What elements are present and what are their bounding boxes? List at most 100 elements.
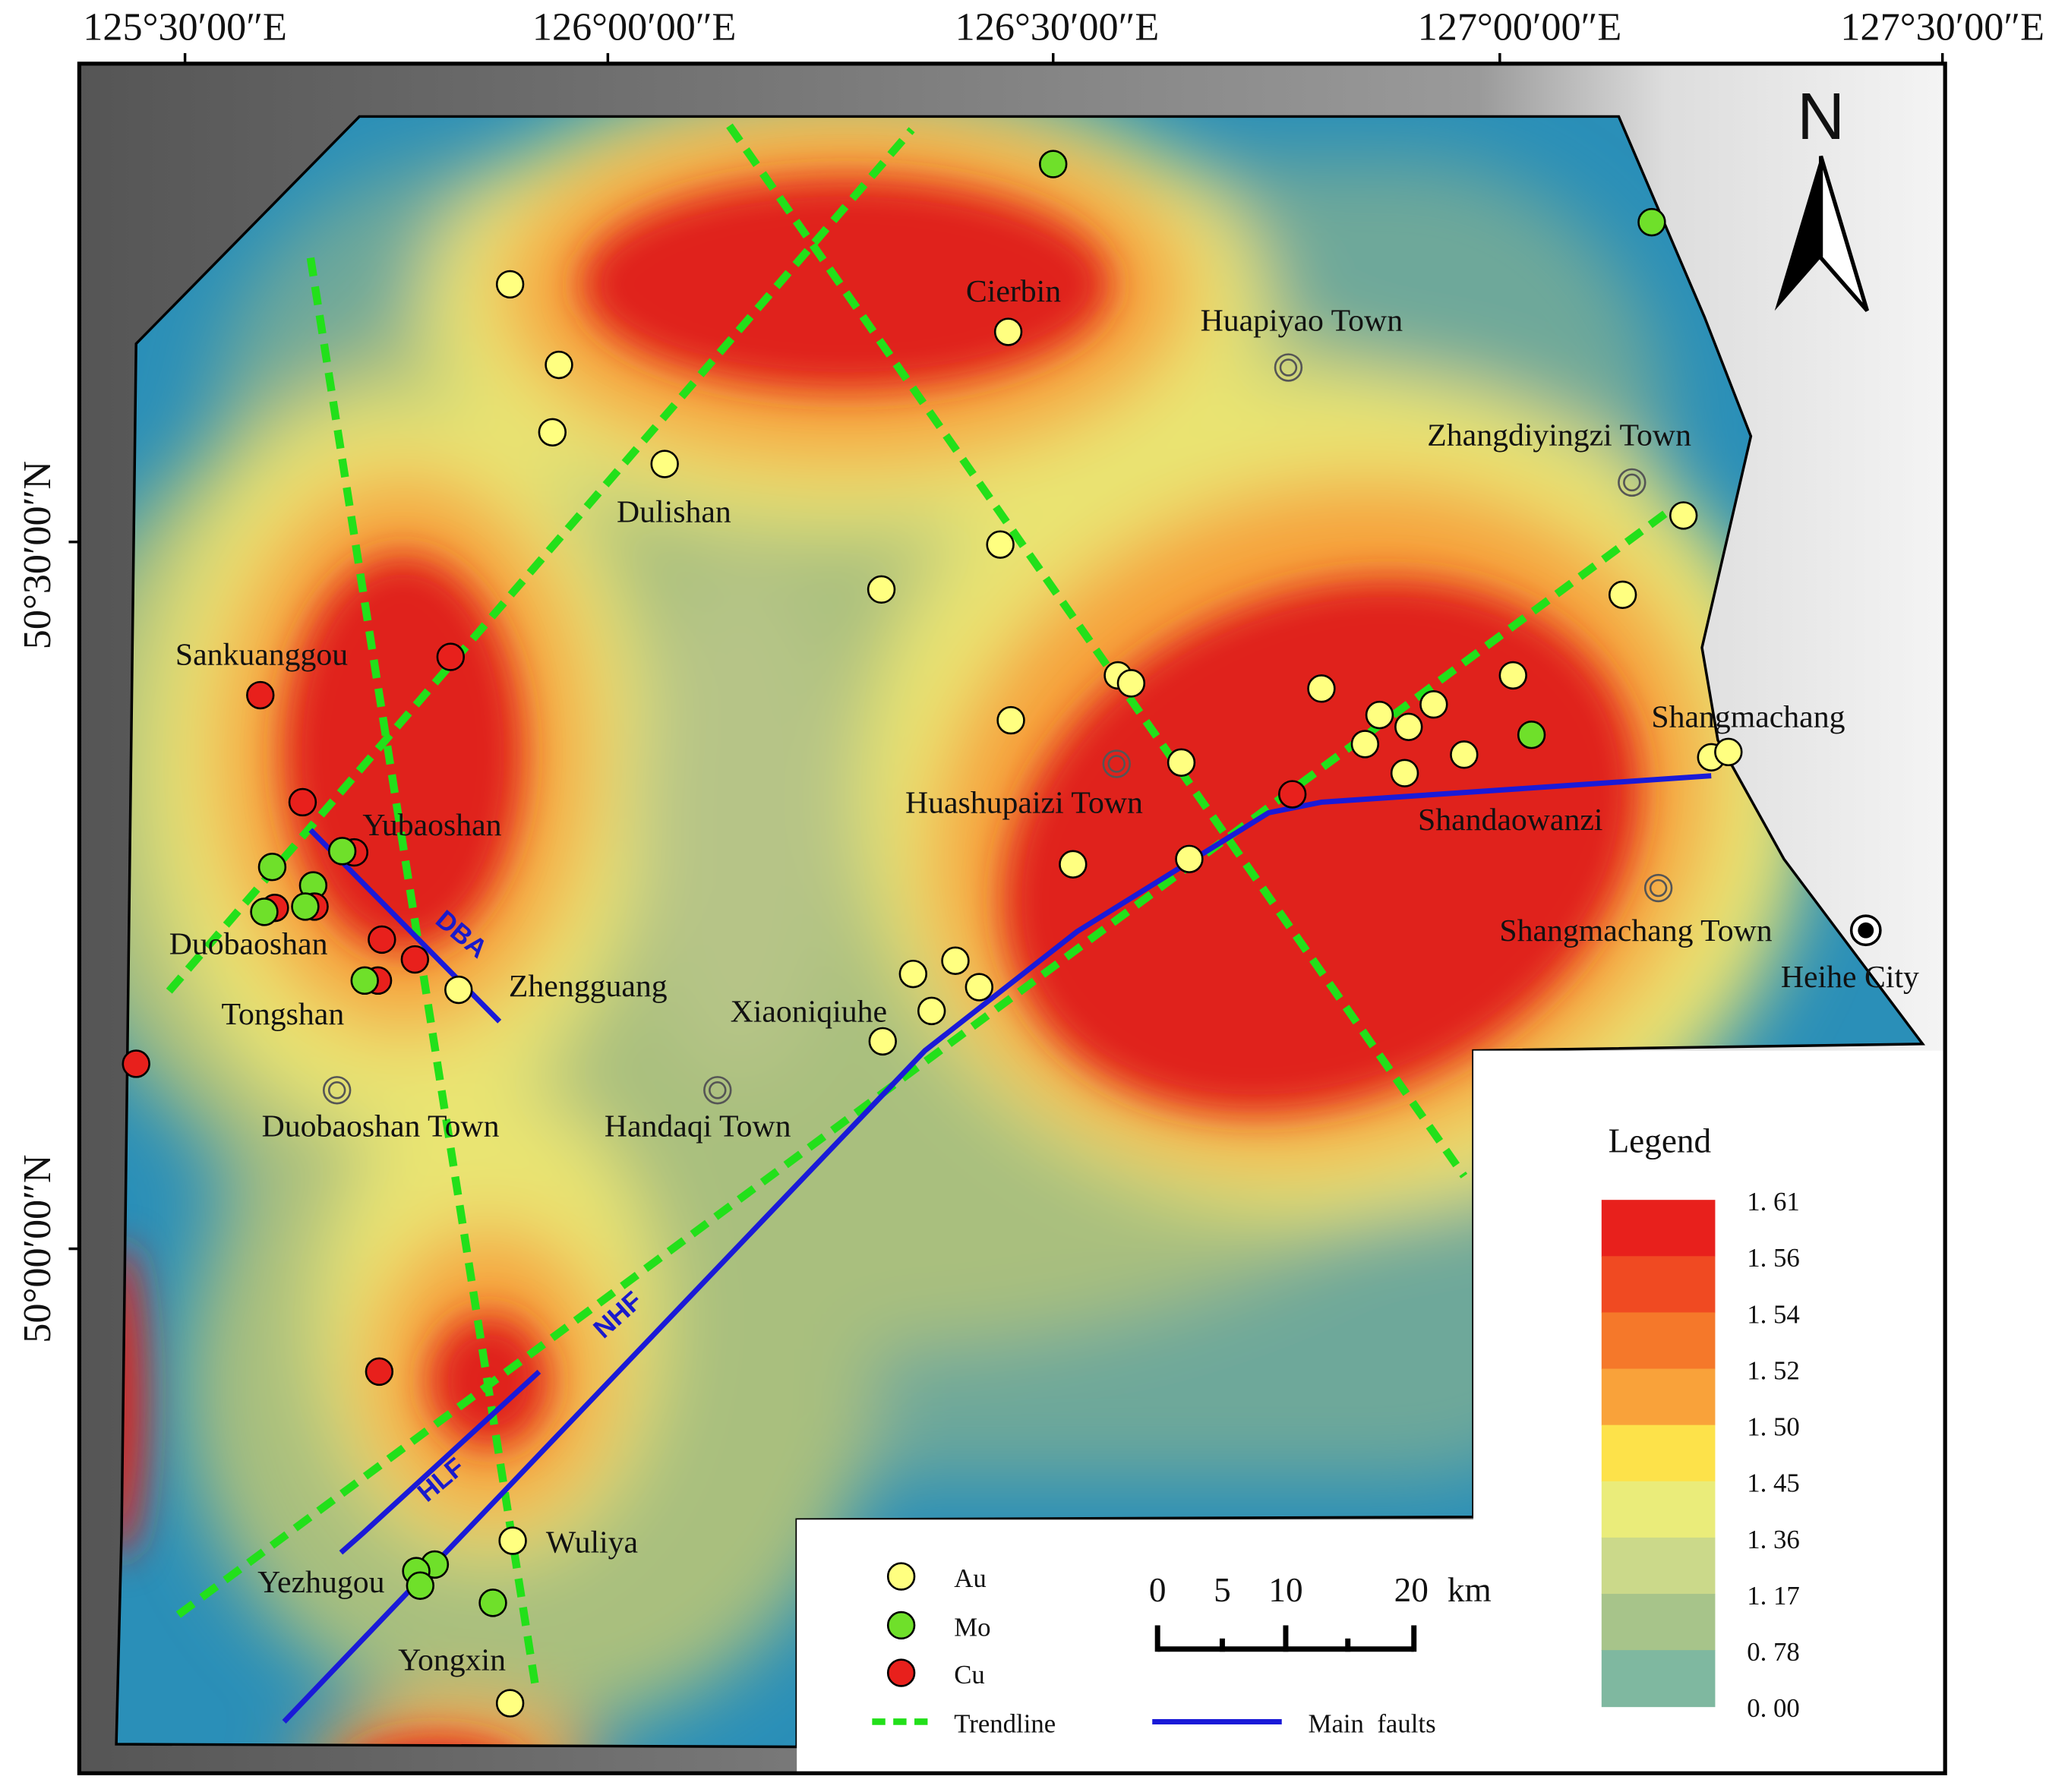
scale-label: 5 [1214, 1571, 1231, 1609]
town-symbol [1649, 879, 1668, 898]
deposit [291, 892, 320, 921]
legend-class-label: 1. 45 [1747, 1469, 1800, 1498]
town-symbol [1102, 749, 1131, 778]
legend-swatch [1601, 1650, 1716, 1708]
deposit [965, 973, 993, 1002]
place-label: Zhangdiyingzi Town [1427, 418, 1691, 453]
legend-symbol [886, 1658, 916, 1687]
town-symbol [327, 1081, 346, 1099]
deposit [1714, 737, 1743, 767]
legend-class-label: 1. 36 [1747, 1525, 1800, 1554]
place-label: Huapiyao Town [1201, 303, 1403, 338]
deposit [1059, 850, 1088, 879]
deposit [436, 642, 466, 671]
deposit [1450, 740, 1479, 769]
trendline [175, 506, 1675, 1618]
scale-label: 0 [1149, 1571, 1167, 1609]
longitude-label: 127°30′00″E [1840, 5, 2044, 49]
deposit [868, 1027, 897, 1056]
town-symbol [1643, 873, 1673, 903]
place-label: Shangmachang Town [1499, 913, 1772, 948]
legend-swatch [1601, 1256, 1716, 1314]
place-label: Wuliya [546, 1525, 638, 1560]
deposit [250, 898, 279, 926]
town-symbol [1623, 473, 1641, 492]
legend-ramp: 1. 61 1. 56 1. 54 1. 52 1. 50 1. 45 1. 36 1. 17… [1601, 1187, 1800, 1723]
deposit [406, 1571, 435, 1600]
place-label: Tongshan [221, 997, 344, 1032]
town-symbol [1279, 358, 1298, 377]
fault [282, 773, 1712, 1724]
deposit [545, 350, 573, 380]
place-label: Cierbin [966, 274, 1061, 309]
lines [166, 123, 1712, 1724]
deposit [917, 996, 946, 1026]
legend-swatch [1601, 1594, 1716, 1652]
place-label: Yezhugou [257, 1565, 385, 1600]
legend-swatch [1601, 1368, 1716, 1426]
legend-swatch [1601, 1537, 1716, 1595]
study-area-outline [115, 115, 1926, 1749]
deposit [498, 1526, 527, 1555]
town-symbol [1274, 353, 1303, 382]
legend-class-label: 1. 52 [1747, 1355, 1800, 1385]
deposit [122, 1049, 150, 1078]
deposit [288, 787, 317, 817]
graticule-ticks [68, 52, 1944, 1251]
town-symbol [1107, 755, 1126, 773]
place-label: Duobaoshan [169, 927, 328, 962]
place-label: Yubaoshan [362, 808, 501, 843]
deposit [941, 946, 970, 975]
town-symbol [322, 1076, 352, 1105]
longitude-label: 126°00′00″E [532, 5, 737, 49]
deposit [538, 418, 567, 446]
deposit [993, 317, 1023, 346]
place-label: Dulishan [617, 495, 731, 530]
town-symbol [1618, 468, 1647, 497]
place-label: Heihe City [1781, 960, 1919, 995]
scale-label: 20 [1394, 1571, 1429, 1609]
legend-class-label: 1. 50 [1747, 1412, 1800, 1442]
deposits [122, 150, 1743, 1718]
legend-label: Main faults [1309, 1708, 1436, 1738]
place-label: Shandaowanzi [1418, 803, 1602, 838]
place-label: Duobaoshan Town [262, 1109, 500, 1144]
legend-swatch [1601, 1481, 1716, 1538]
longitude-label: 127°00′00″E [1418, 5, 1622, 49]
trendline [726, 123, 1468, 1178]
deposit [246, 680, 275, 710]
legend-class-label: 1. 61 [1747, 1187, 1800, 1216]
deposit [650, 450, 679, 478]
deposit [368, 925, 396, 954]
deposit [1517, 721, 1546, 749]
deposit [867, 575, 896, 604]
deposit [1669, 501, 1698, 530]
north-label: N [1797, 80, 1845, 153]
deposit [257, 853, 287, 882]
latitude-label: 50°30′00″N [15, 461, 59, 649]
frame [77, 62, 1947, 1775]
city-symbol [1858, 922, 1874, 939]
legend-swatch [1601, 1200, 1716, 1257]
deposit [400, 945, 430, 974]
deposit [495, 1689, 525, 1718]
deposit [1307, 674, 1336, 703]
deposit [495, 270, 525, 299]
legend-label: Mo [954, 1612, 990, 1642]
legend-symbol [886, 1562, 916, 1591]
place-label: Zhengguang [509, 969, 668, 1004]
legend-swatch [1601, 1424, 1716, 1482]
deposit [898, 959, 928, 989]
place-label: Yongxin [398, 1643, 506, 1678]
place-label: Sankuanggou [175, 638, 348, 673]
deposit [327, 837, 357, 866]
deposit [350, 966, 379, 995]
place-label: Huashupaizi Town [905, 785, 1143, 820]
legend-title: Legend [1609, 1122, 1712, 1160]
legend-class-label: 1. 17 [1747, 1581, 1800, 1611]
deposit [1637, 207, 1666, 237]
legend-label: Trendline [954, 1708, 1056, 1738]
legend-class-label: 0. 00 [1747, 1693, 1800, 1723]
